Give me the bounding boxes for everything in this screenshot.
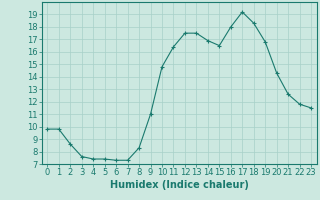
X-axis label: Humidex (Indice chaleur): Humidex (Indice chaleur): [110, 180, 249, 190]
